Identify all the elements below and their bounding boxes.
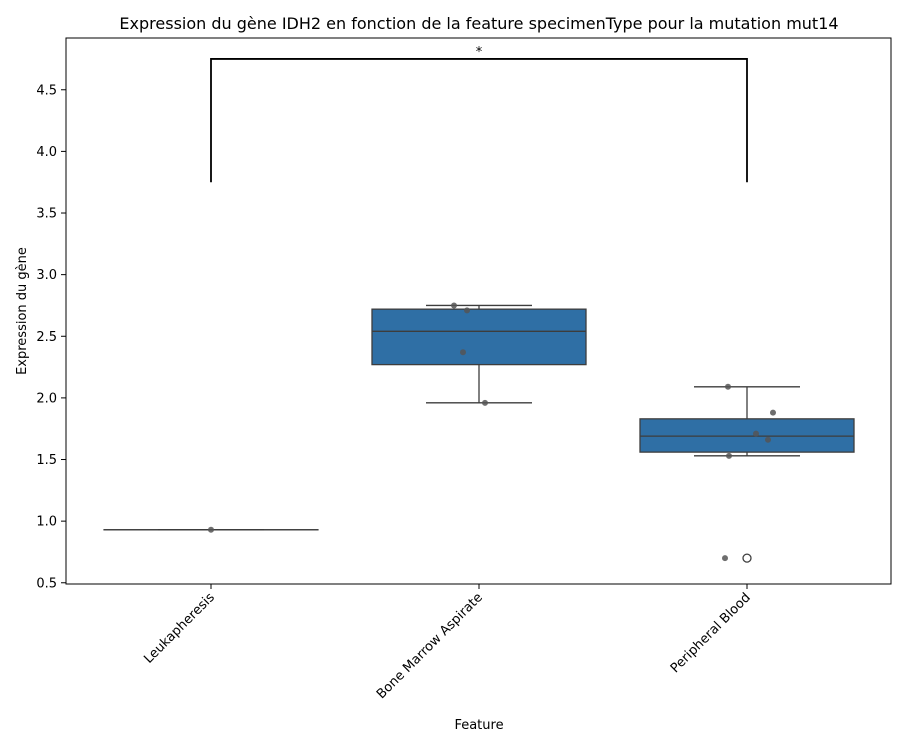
data-point — [753, 430, 759, 437]
x-axis-label: Feature — [454, 718, 503, 733]
data-point — [464, 307, 470, 314]
x-tick-label: Bone Marrow Aspirate — [374, 590, 486, 702]
y-axis-label: Expression du gène — [15, 247, 30, 375]
data-point — [765, 436, 771, 443]
y-tick-label: 2.5 — [36, 330, 57, 345]
y-tick-label: 3.0 — [36, 268, 57, 283]
significance-bracket — [210, 58, 748, 183]
data-point — [460, 349, 466, 356]
data-point — [208, 526, 214, 533]
chart-title: Expression du gène IDH2 en fonction de l… — [119, 14, 838, 33]
y-tick-label: 0.5 — [36, 576, 57, 591]
data-point — [722, 555, 728, 562]
outlier-marker — [742, 553, 752, 563]
data-point — [482, 399, 488, 406]
y-tick-label: 3.5 — [36, 207, 57, 222]
y-tick-label: 4.5 — [36, 83, 57, 98]
significance-label: * — [476, 45, 483, 60]
data-point — [770, 409, 776, 416]
data-point — [451, 302, 457, 309]
x-tick-label: Peripheral Blood — [668, 590, 754, 676]
x-tick-label: Leukapheresis — [141, 590, 218, 667]
data-point — [726, 452, 732, 459]
y-tick-label: 4.0 — [36, 145, 57, 160]
y-tick-label: 1.0 — [36, 515, 57, 530]
data-point — [725, 383, 731, 390]
plot-area: * — [103, 45, 855, 563]
y-tick-label: 2.0 — [36, 391, 57, 406]
box-iqr — [371, 308, 587, 366]
y-tick-label: 1.5 — [36, 453, 57, 468]
